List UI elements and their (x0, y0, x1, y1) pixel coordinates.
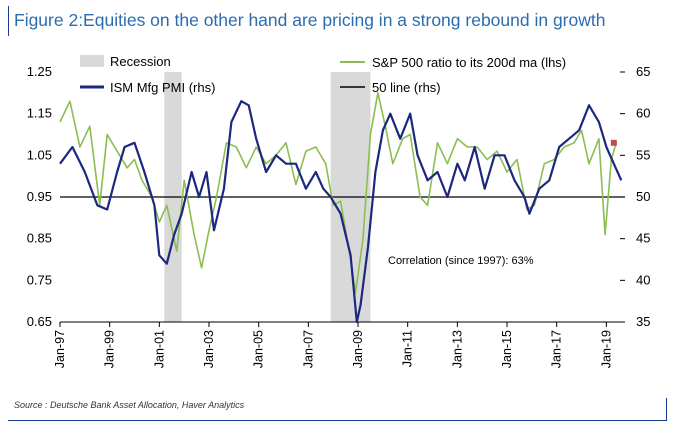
y-right-tick-label-7: 65 (636, 64, 650, 79)
series-lines (59, 92, 623, 324)
y-right-tick-label-6: 60 (636, 106, 650, 121)
y-left-tick-label-6: 1.15 (27, 106, 52, 121)
x-tick-label-6: Jan-07 (301, 330, 315, 368)
x-tick-label-1: Jan-97 (53, 330, 67, 368)
x-tick-label-10: Jan-15 (500, 330, 514, 368)
legend-recession-label: Recession (110, 54, 171, 69)
legend-50-line-label: 50 line (rhs) (372, 80, 441, 95)
chart-title: Figure 2:Equities on the other hand are … (14, 10, 606, 30)
x-tick-label-12: Jan-19 (599, 330, 613, 368)
x-tick-label-7: Jan-09 (351, 330, 365, 368)
legend: Recession ISM Mfg PMI (rhs) S&P 500 rati… (80, 54, 566, 95)
y-left-tick-label-7: 1.25 (27, 64, 52, 79)
x-tick-label-8: Jan-11 (401, 330, 415, 367)
x-tick-label-11: Jan-17 (550, 330, 564, 368)
y-right-tick-label-4: 50 (636, 189, 650, 204)
y-right-tick-label-5: 55 (636, 147, 650, 162)
y-left-tick-label-5: 1.05 (27, 147, 52, 162)
x-tick-label-2: Jan-99 (103, 330, 117, 368)
x-tick-label-3: Jan-01 (152, 330, 166, 368)
source-note: Source : Deutsche Bank Asset Allocation,… (14, 400, 245, 410)
legend-ism-label: ISM Mfg PMI (rhs) (110, 80, 215, 95)
y-right-tick-label-3: 45 (636, 231, 650, 246)
frame-right-rule (666, 398, 667, 420)
legend-recession-swatch (80, 55, 104, 67)
y-left-tick-label-3: 0.85 (27, 231, 52, 246)
y-left-tick-label-2: 0.75 (27, 272, 52, 287)
frame-bottom-rule (8, 420, 667, 421)
correlation-annotation: Correlation (since 1997): 63% (388, 255, 534, 267)
x-tick-label-5: Jan-05 (252, 330, 266, 368)
y-right-tick-label-1: 35 (636, 314, 650, 329)
x-tick-label-4: Jan-03 (202, 330, 216, 368)
y-right-tick-label-2: 40 (636, 272, 650, 287)
y-left-tick-label-4: 0.95 (27, 189, 52, 204)
series-ism-line (59, 100, 623, 324)
x-tick-label-9: Jan-13 (450, 330, 464, 368)
last-value-marker (610, 139, 617, 146)
legend-sp500-label: S&P 500 ratio to its 200d ma (lhs) (372, 55, 566, 70)
y-left-tick-label-1: 0.65 (27, 314, 52, 329)
frame-left-rule (8, 6, 9, 36)
axes: 0.65 0.75 0.85 0.95 1.05 1.15 1.25 35 40 45 50 55 60… (27, 64, 651, 368)
